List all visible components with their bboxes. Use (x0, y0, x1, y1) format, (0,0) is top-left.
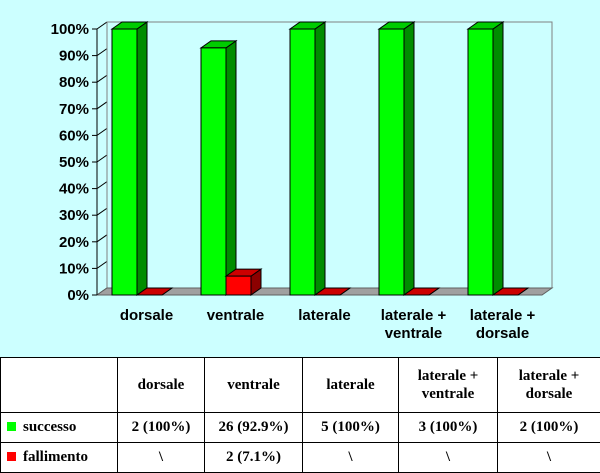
table-cell: 5 (100%) (303, 413, 399, 443)
chart-panel: 0% 10% 20% 30% 40% 50% 60% 70% 80% 90% 100% dorsal… (0, 0, 600, 357)
row-label-successo: successo (1, 413, 118, 443)
table-header-cell: dorsale (118, 358, 205, 413)
table-cell: \ (399, 443, 498, 473)
x-category-label: laterale +ventrale (381, 307, 447, 342)
y-tick-label: 80% (59, 74, 89, 91)
legend-swatch-successo (7, 422, 16, 431)
bar-fallimento (226, 276, 251, 295)
row-label-fallimento: fallimento (1, 443, 118, 473)
table-cell: 2 (7.1%) (205, 443, 303, 473)
y-tick-label: 40% (59, 181, 89, 198)
table-cell: 3 (100%) (399, 413, 498, 443)
table-cell: 2 (100%) (498, 413, 600, 443)
bar-successo (201, 48, 226, 295)
table-corner-cell (1, 358, 118, 413)
table-header-cell: laterale (303, 358, 399, 413)
y-tick-label: 20% (59, 234, 89, 251)
bar-successo (290, 29, 315, 295)
table-row-successo: successo 2 (100%) 26 (92.9%) 5 (100%) 3 … (1, 413, 600, 443)
table-header-cell: laterale + ventrale (399, 358, 498, 413)
table-cell: \ (303, 443, 399, 473)
y-tick-label: 30% (59, 207, 89, 224)
bar-successo (468, 29, 493, 295)
table-cell: 26 (92.9%) (205, 413, 303, 443)
x-category-label: dorsale (120, 307, 173, 324)
table-cell: 2 (100%) (118, 413, 205, 443)
y-tick-label: 100% (51, 21, 89, 38)
bar-successo-side (226, 41, 236, 295)
y-tick-label: 50% (59, 154, 89, 171)
bar-successo-side (315, 22, 325, 295)
y-tick-label: 70% (59, 101, 89, 118)
bar-successo (379, 29, 404, 295)
table-cell: \ (118, 443, 205, 473)
bar-successo-side (493, 22, 503, 295)
y-tick-label: 60% (59, 127, 89, 144)
table-header-cell: laterale + dorsale (498, 358, 600, 413)
legend-swatch-fallimento (7, 452, 16, 461)
table-header-row: dorsale ventrale laterale laterale + ven… (1, 358, 600, 413)
table-header-cell: ventrale (205, 358, 303, 413)
y-tick-label: 10% (59, 260, 89, 277)
x-category-label: ventrale (207, 307, 265, 324)
table-cell: \ (498, 443, 600, 473)
y-tick-label: 90% (59, 48, 89, 65)
bar-successo-side (137, 22, 147, 295)
data-table: dorsale ventrale laterale laterale + ven… (0, 357, 600, 473)
bar-chart: 0% 10% 20% 30% 40% 50% 60% 70% 80% 90% 100% dorsal… (0, 0, 600, 357)
x-category-label: laterale +dorsale (470, 307, 536, 342)
table-row-fallimento: fallimento \ 2 (7.1%) \ \ \ (1, 443, 600, 473)
bar-successo-side (404, 22, 414, 295)
bar-successo (112, 29, 137, 295)
y-tick-label: 0% (67, 287, 89, 304)
x-category-label: laterale (298, 307, 351, 324)
